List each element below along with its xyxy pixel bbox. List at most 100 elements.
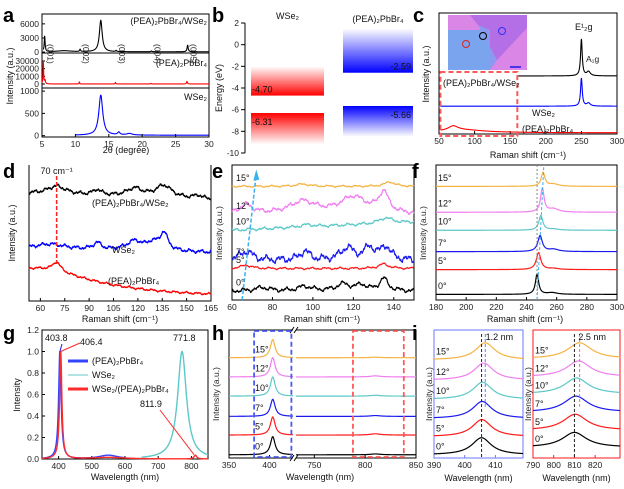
x-tick-label: 80: [268, 302, 278, 312]
y-tick-label: 1000: [20, 86, 39, 96]
series-label: (PEA)₂PbBr₄/WSe₂: [92, 198, 169, 208]
angle-label: 15°: [535, 345, 549, 355]
miller-index-label: (001): [46, 44, 56, 64]
angle-label: 0°: [438, 281, 447, 291]
twist-angle-curve: [295, 433, 417, 436]
peak-annotation: 406.4: [80, 337, 103, 347]
axes-frame: [231, 164, 415, 301]
x-axis-label: Raman shift (cm⁻¹): [487, 314, 563, 324]
y-axis-label: Intensity (a.u.): [7, 204, 17, 261]
angle-label: 5°: [535, 417, 544, 427]
xrd-curve-0: [42, 19, 210, 53]
x-tick-label: 60: [227, 302, 237, 312]
twist-angle-curve: [433, 381, 524, 399]
cbm-value: -2.59: [390, 62, 411, 72]
cbm-value: -4.70: [252, 85, 273, 95]
twist-angle-curve: [433, 342, 524, 360]
material-label: WSe₂: [276, 11, 300, 21]
y-tick-label: 0.2: [27, 433, 39, 443]
angle-label: 7°: [236, 247, 245, 257]
wse2-spot-marker: [498, 27, 506, 35]
y-axis-label: Intensity: [12, 378, 22, 412]
x-tick-label: 350: [222, 460, 236, 470]
zoom-region-box: [439, 71, 519, 137]
x-tick-label: 260: [550, 302, 564, 312]
perovskite-spot-marker: [462, 40, 470, 48]
peak-label-a1g: A₁g: [586, 54, 600, 64]
x-tick-label: 60: [36, 303, 46, 313]
twist-angle-curve: [532, 413, 621, 430]
x-tick-label: 800: [184, 461, 198, 471]
raman-curve: [28, 183, 212, 201]
x-axis-label: 2θ (degree): [103, 145, 150, 155]
x-tick-label: 105: [106, 303, 120, 313]
y-tick-label: 0: [234, 40, 239, 50]
panel-label: h: [212, 323, 224, 345]
axes-frame: [438, 12, 618, 135]
angle-label: 10°: [255, 383, 269, 393]
y-tick-label: -2: [231, 61, 239, 71]
panel-label: c: [413, 5, 424, 27]
panel-b-band-alignment: b -10 -8 -6 -4 -2 0 2 Energy (eV) -4.70 -6.31 WSe₂ -…: [212, 5, 413, 158]
x-tick-label: 810: [567, 460, 581, 470]
axes-frame: [28, 165, 212, 302]
y-tick-label: -4: [231, 83, 239, 93]
x-tick-label: 750: [307, 460, 321, 470]
x-tick-label: 400: [52, 461, 66, 471]
arrow-head-icon: [253, 169, 260, 181]
x-axis-label: Wavelength (nm): [91, 472, 159, 482]
x-tick-label: 250: [574, 136, 588, 146]
heterostructure-spot-marker: [479, 32, 487, 40]
x-tick-label: 800: [358, 460, 372, 470]
valence-band: [251, 113, 324, 145]
panel-e-raman-twist: e 60 80 100 120 140 0° 5°7° 10° 12° 15° Raman shift…: [212, 161, 415, 324]
twist-angle-curve: [228, 357, 294, 378]
twist-angle-curve: [532, 431, 621, 447]
twist-angle-curve: [435, 187, 618, 213]
x-tick-label: 280: [580, 302, 594, 312]
angle-label: 12°: [255, 364, 269, 374]
annotation-arrow: [159, 409, 195, 456]
panel-label: f: [412, 161, 419, 183]
angle-label: 0°: [255, 441, 264, 451]
legend-label: WSe₂: [92, 370, 116, 380]
series-label: (PEA)₂PbBr₄/WSe₂: [443, 78, 520, 88]
valence-band: [343, 105, 413, 137]
angle-label: 7°: [438, 238, 447, 248]
x-tick-label: 75: [60, 303, 70, 313]
miller-index-label: (003): [117, 44, 127, 64]
angle-label: 10°: [436, 386, 450, 396]
x-tick-label: 165: [204, 303, 218, 313]
y-tick-label: 0.8: [27, 368, 39, 378]
x-axis-label: Wavelength (nm): [542, 473, 610, 483]
x-tick-label: 240: [519, 302, 533, 312]
series-label: WSe₂: [184, 92, 208, 102]
angle-label: 5°: [236, 255, 245, 265]
annotation-arrow: [60, 342, 81, 352]
panel-label: e: [212, 161, 223, 183]
y-tick-label: 0.0: [27, 454, 39, 464]
x-tick-label: 220: [489, 302, 503, 312]
series-label: WSe₂: [532, 108, 556, 118]
x-tick-label: 120: [346, 302, 360, 312]
y-tick-label: 0: [34, 47, 39, 57]
angle-label: 15°: [438, 173, 452, 183]
shift-trend-line: [536, 164, 545, 301]
twist-angle-curve: [435, 234, 618, 253]
twist-angle-curve: [228, 436, 294, 456]
x-tick-label: 410: [488, 460, 502, 470]
x-tick-label: 600: [118, 461, 132, 471]
shift-annotation: 1.2 nm: [486, 332, 514, 342]
shift-trend-arrow: [241, 173, 258, 301]
x-tick-label: 140: [387, 302, 401, 312]
pl-spectrum: [41, 350, 126, 459]
angle-label: 15°: [436, 347, 450, 357]
angle-label: 0°: [236, 277, 245, 287]
peak-annotation: 811.9: [140, 399, 162, 409]
axes-frame: [228, 329, 293, 459]
y-tick-label: 2: [234, 18, 239, 28]
y-axis-label: Intensity (a.u.): [5, 47, 15, 104]
x-tick-label: 90: [84, 303, 94, 313]
angle-label: 7°: [436, 405, 445, 415]
